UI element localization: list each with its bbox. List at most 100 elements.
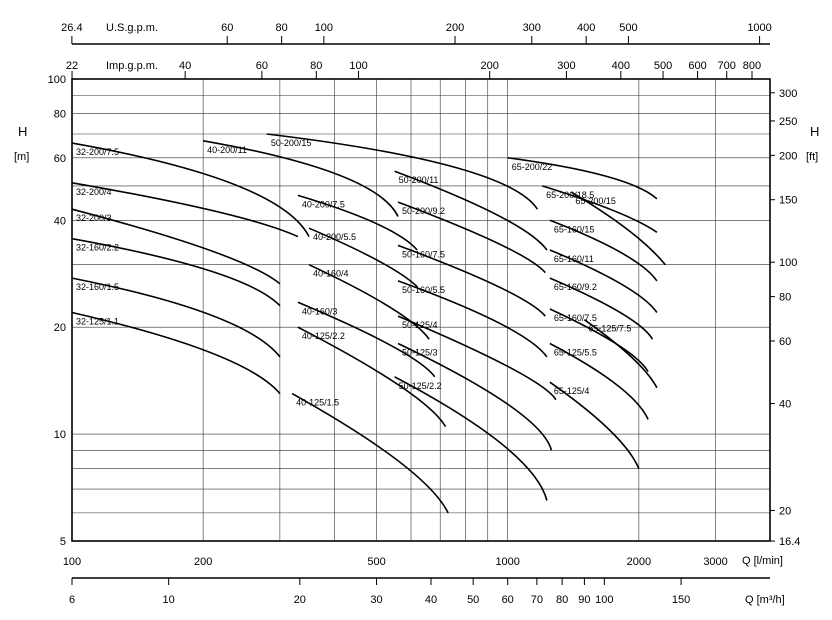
curve-label: 50-200/9.2	[402, 206, 445, 216]
left-axis-tick-label: 80	[54, 108, 66, 120]
right-axis-tick-label: 200	[779, 150, 797, 162]
pump-curve-40-200-11	[203, 140, 399, 217]
pump-curve-40-200-5-5	[308, 227, 418, 288]
usgpm-axis-tick-label: 100	[315, 22, 333, 34]
pump-curve-50-200-11	[394, 170, 548, 251]
curve-label: 50-125/4	[402, 320, 438, 330]
usgpm-axis-tick-label: 1000	[747, 22, 771, 34]
usgpm-axis-tick-label: 300	[523, 22, 541, 34]
right-axis-tick-label: 40	[779, 399, 791, 411]
impgpm-axis-tick-label: 60	[256, 60, 268, 72]
pump-curve-65-125-7-5	[583, 319, 658, 389]
m3h-axis-tick-label: 20	[294, 594, 306, 606]
pump-curve-40-125-1-5	[291, 392, 449, 514]
pump-curve-40-200-7-5	[297, 194, 418, 251]
pump-curve-32-160-1-5	[71, 277, 281, 358]
pump-curve-50-125-2-2	[394, 376, 548, 501]
pump-curve-32-200-7-5	[71, 142, 310, 237]
curve-label: 32-160/2.2	[76, 243, 119, 253]
curve-label: 32-125/1.1	[76, 317, 119, 327]
right-axis-tick-label: 300	[779, 88, 797, 100]
usgpm-axis-tick-label: 200	[446, 22, 464, 34]
curve-label: 50-160/7.5	[402, 249, 445, 259]
curve-label: 40-125/2.2	[302, 331, 345, 341]
impgpm-axis-tick-label: 80	[310, 60, 322, 72]
m3h-axis-tick-label: 10	[163, 594, 175, 606]
m3h-axis-tick-label: 80	[556, 594, 568, 606]
impgpm-axis-unit: Imp.g.p.m.	[106, 60, 158, 72]
pump-curves	[71, 133, 666, 514]
usgpm-axis-unit: U.S.g.p.m.	[106, 22, 158, 34]
curve-label: 32-200/7.5	[76, 147, 119, 157]
curve-label: 65-160/15	[554, 224, 595, 234]
curve-label: 50-200/11	[399, 175, 439, 185]
curve-label: 65-125/7.5	[588, 324, 631, 334]
bottom-axis-tick-label: 500	[367, 556, 385, 568]
pump-curve-50-200-9-2	[397, 201, 546, 274]
m3h-axis-tick-label: 6	[69, 594, 75, 606]
curve-label: 40-160/3	[302, 306, 338, 316]
right-axis-tick-label: 250	[779, 116, 797, 128]
chart-axes: 5 10 20 40 60 80 100 16.4 20 40 60 80 100 150 200 250 30…	[48, 22, 801, 606]
left-axis-unit: [m]	[14, 151, 29, 163]
pump-curve-65-160-11	[549, 249, 658, 313]
m3h-axis-tick-label: 150	[672, 594, 690, 606]
pump-curve-32-160-2-2	[71, 237, 281, 307]
m3h-axis-tick-label: 60	[502, 594, 514, 606]
curve-label: 32-160/1.5	[76, 282, 119, 292]
right-axis-tick-label: 20	[779, 505, 791, 517]
impgpm-axis-tick-label: 500	[654, 60, 672, 72]
curve-labels: 32-200/7.5 32-200/4 32-200/3 32-160/2.2 32-1…	[76, 138, 631, 408]
bottom-axis-tick-label: 1000	[495, 556, 519, 568]
curve-label: 32-200/4	[76, 187, 112, 197]
pump-curve-50-160-7-5	[397, 244, 546, 317]
impgpm-axis-tick-label: 22	[66, 60, 78, 72]
curve-label: 50-200/15	[271, 138, 312, 148]
impgpm-axis-tick-label: 800	[743, 60, 761, 72]
plot-frame	[71, 78, 771, 542]
pump-curve-65-160-15	[549, 219, 658, 282]
curve-label: 65-160/7.5	[554, 313, 597, 323]
impgpm-axis-tick-label: 700	[718, 60, 736, 72]
pump-curve-40-160-3	[297, 301, 436, 378]
curve-label: 50-125/2.2	[399, 381, 442, 391]
pump-curve-65-200-22	[507, 157, 658, 200]
curve-label: 65-160/9.2	[554, 282, 597, 292]
pump-curve-50-125-3	[397, 342, 553, 451]
pump-curve-50-200-15	[266, 133, 539, 210]
bottom-axis-unit: Q [l/min]	[742, 555, 783, 567]
m3h-axis-tick-label: 90	[578, 594, 590, 606]
right-axis-tick-label: 100	[779, 257, 797, 269]
curve-label: 40-200/7.5	[302, 199, 345, 209]
bottom-axis-tick-label: 3000	[703, 556, 727, 568]
pump-curve-65-125-4	[549, 381, 640, 469]
pump-curve-50-160-5-5	[397, 280, 548, 358]
m3h-axis-unit: Q [m³/h]	[745, 594, 785, 606]
left-axis-title: H	[18, 124, 27, 139]
pump-curve-65-200-18-5	[541, 185, 658, 233]
curve-label: 40-200/5.5	[313, 232, 356, 242]
pump-curve-32-200-3	[71, 208, 281, 285]
right-axis-title: H	[810, 124, 819, 139]
usgpm-axis-tick-label: 80	[276, 22, 288, 34]
usgpm-axis-tick-label: 400	[577, 22, 595, 34]
impgpm-axis-tick-label: 100	[349, 60, 367, 72]
pump-curve-65-125-5-5	[549, 342, 649, 420]
curve-label: 65-200/15	[575, 196, 616, 206]
pump-curve-40-125-2-2	[297, 326, 447, 428]
curve-label: 65-160/11	[554, 254, 594, 264]
pump-curve-40-160-4	[308, 263, 430, 340]
bottom-axis-tick-label: 100	[63, 556, 81, 568]
right-axis-unit: [ft]	[806, 151, 818, 163]
curve-label: 40-200/11	[207, 145, 247, 155]
bottom-axis-tick-label: 2000	[627, 556, 651, 568]
curve-label: 40-160/4	[313, 269, 349, 279]
impgpm-axis-tick-label: 600	[688, 60, 706, 72]
usgpm-axis-tick-label: 26.4	[61, 22, 82, 34]
pump-curve-50-125-4	[397, 315, 557, 401]
bottom-axis-tick-label: 200	[194, 556, 212, 568]
left-axis-tick-label: 100	[48, 74, 66, 86]
right-axis-tick-label: 60	[779, 336, 791, 348]
right-axis-tick-label: 150	[779, 195, 797, 207]
